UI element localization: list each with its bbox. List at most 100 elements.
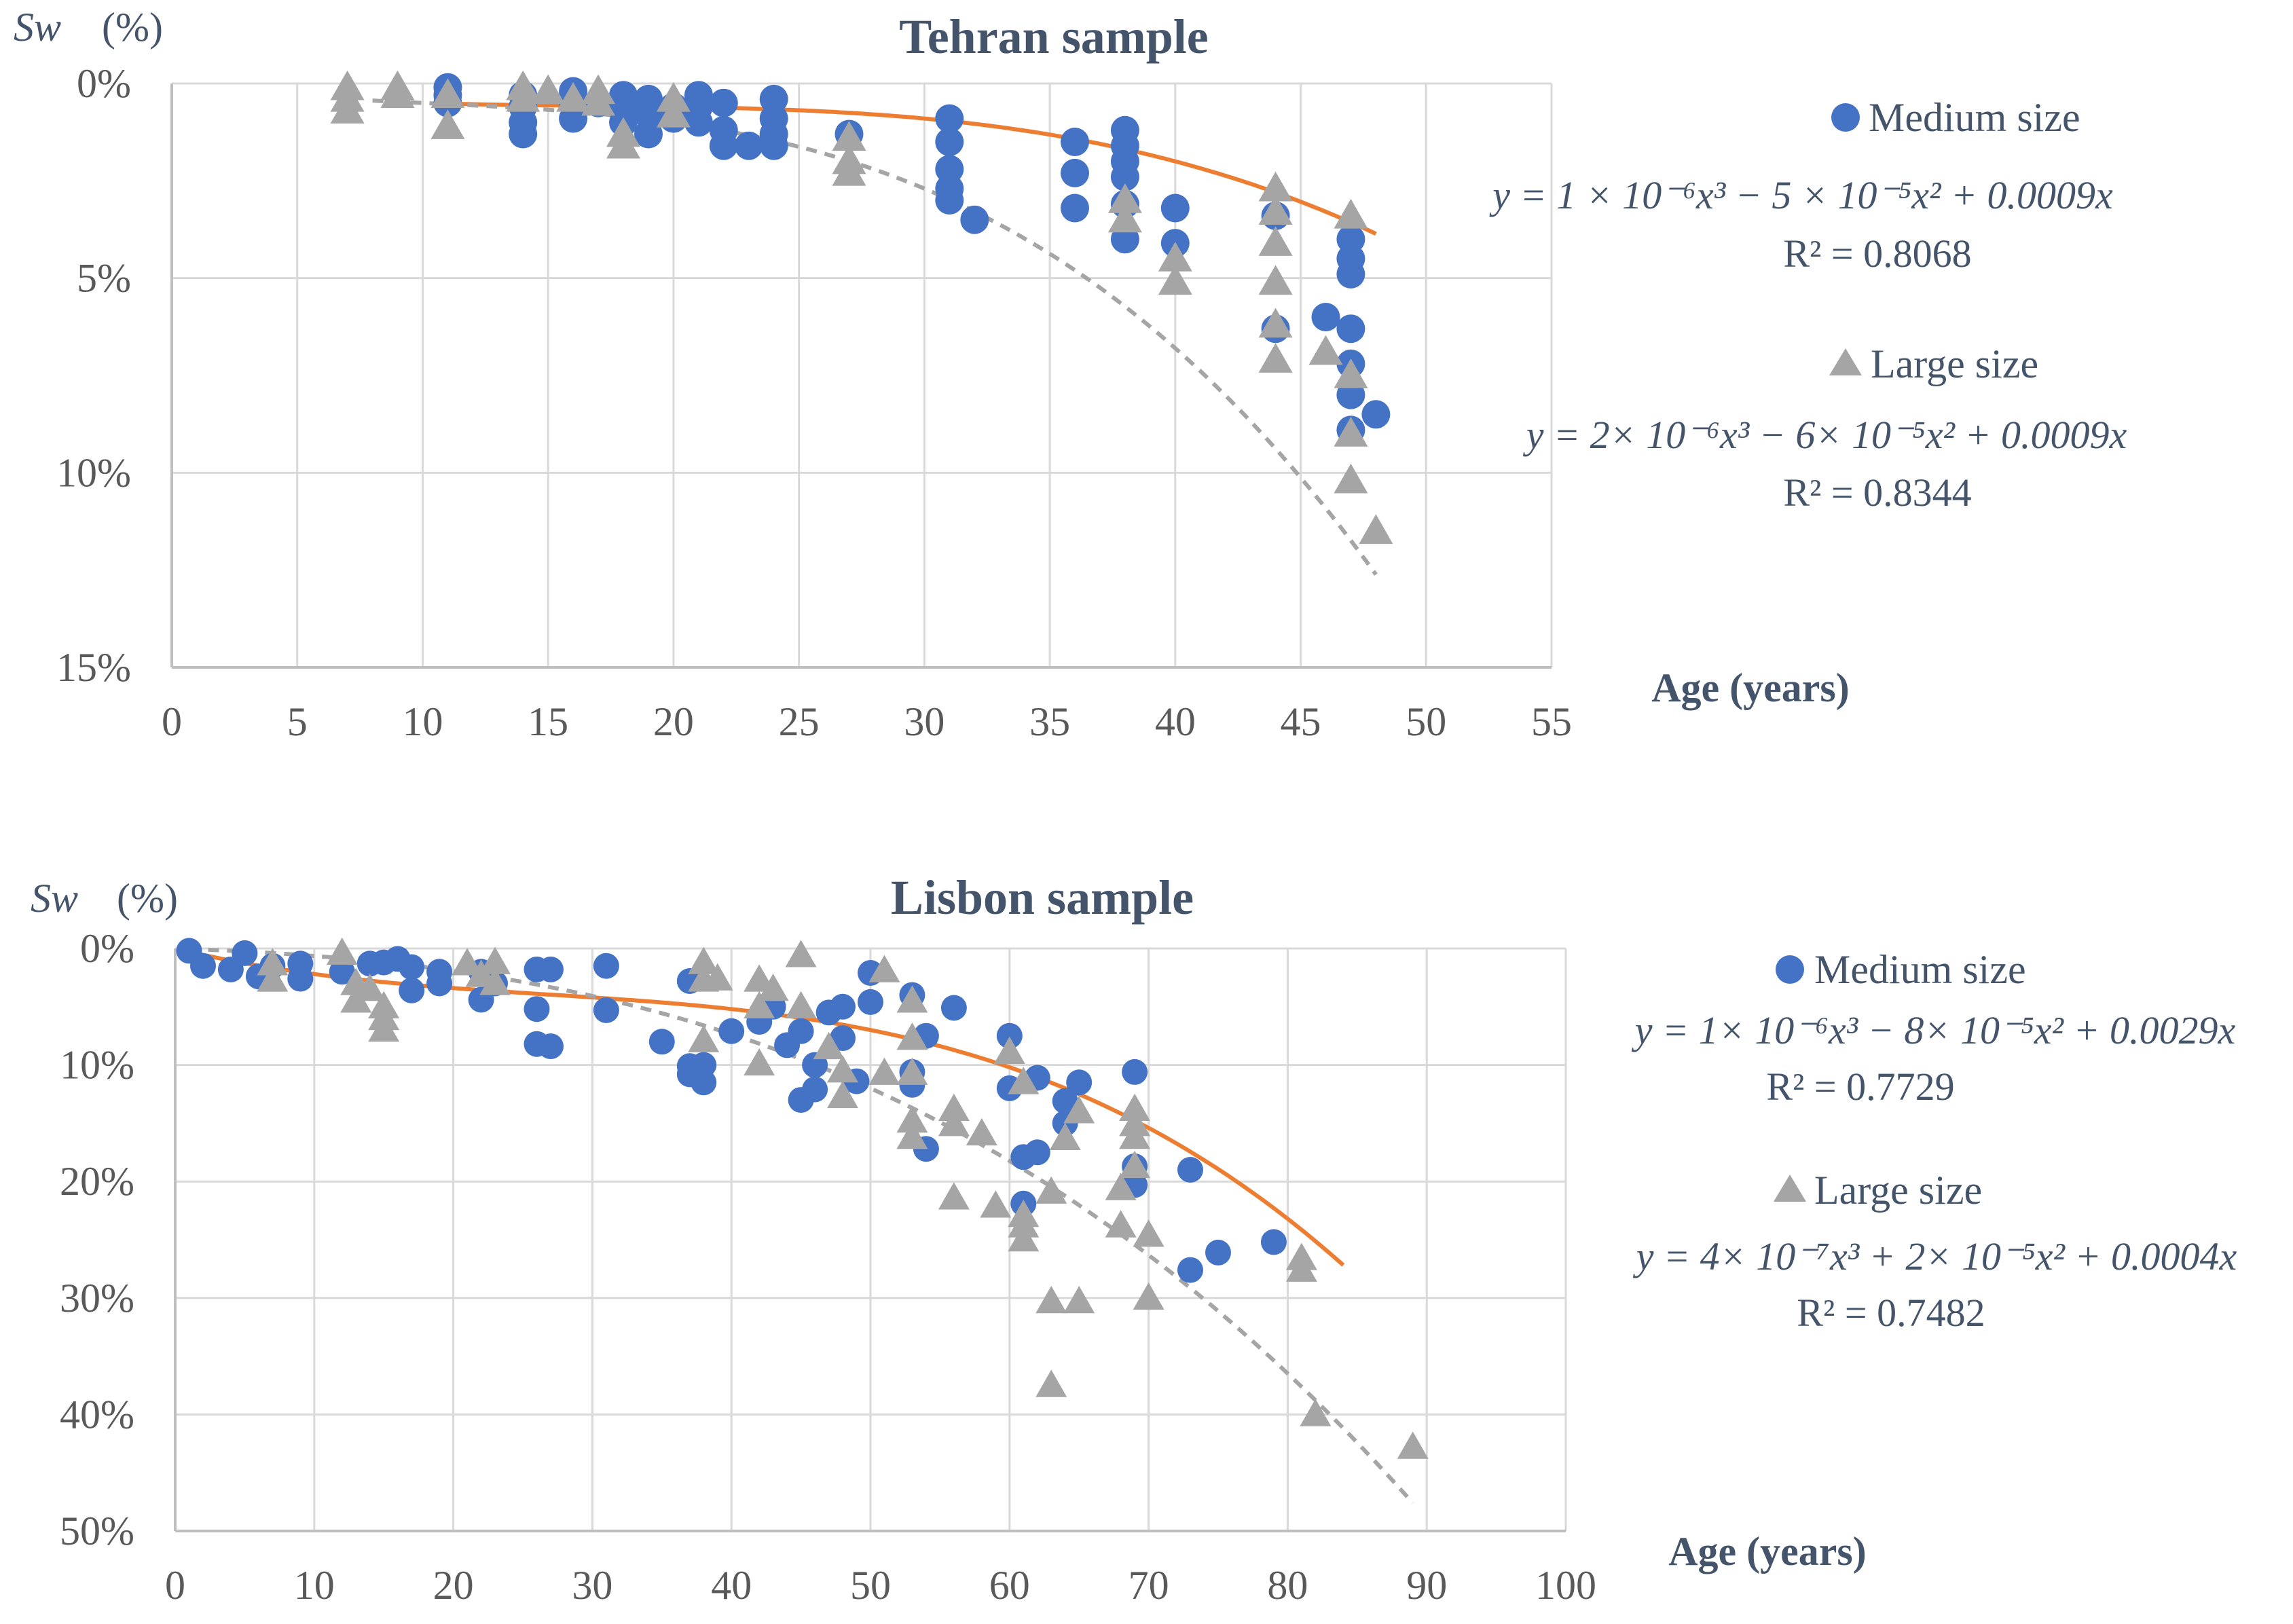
tehran-large-point	[1334, 417, 1368, 447]
tehran-medium-point	[1336, 259, 1365, 289]
lisbon-large-point	[1049, 1122, 1081, 1150]
tehran-medium-point	[709, 131, 738, 160]
lisbon-large-point	[1119, 1150, 1151, 1179]
tehran-x-tick-label: 10	[402, 699, 443, 744]
lisbon-medium-point	[996, 1022, 1023, 1049]
lisbon-large-point	[868, 1057, 900, 1085]
lisbon-x-tick-label: 60	[989, 1563, 1030, 1608]
lisbon-x-tick-label: 90	[1406, 1563, 1447, 1608]
lisbon-y-tick-label: 50%	[60, 1509, 134, 1553]
lisbon-large-point	[1008, 1224, 1040, 1252]
tehran-axes	[170, 84, 1552, 669]
tehran-trendlines	[372, 98, 1378, 576]
lisbon-medium-point	[399, 977, 425, 1003]
lisbon-medium-point	[329, 959, 355, 985]
lisbon-medium-point	[1066, 1069, 1093, 1096]
tehran-large-point	[606, 128, 641, 159]
lisbon-large-point	[1035, 1176, 1067, 1204]
lisbon-large-point	[354, 974, 386, 1001]
lisbon-y-tick-label: 30%	[60, 1276, 134, 1321]
lisbon-large-point	[868, 955, 900, 982]
tehran-chart: 0 5 10 15 20 25 30 35 40 45 50 55 0% 5% 10% 15% Tehran …	[14, 5, 2127, 744]
lisbon-large-point	[938, 1093, 970, 1122]
lisbon-large-point	[757, 974, 789, 1001]
tehran-medium-point	[935, 155, 964, 184]
tehran-large-point	[1308, 335, 1343, 365]
lisbon-chart: 0 10 20 30 40 50 60 70 80 90 1000%10%20%30%40%50% …	[31, 870, 2237, 1608]
lisbon-medium-point	[718, 1018, 745, 1044]
tehran-medium-point	[1160, 193, 1190, 223]
lisbon-y-tick-label: 10%	[60, 1043, 134, 1088]
tehran-x-tick-label: 20	[653, 699, 694, 744]
lisbon-legend-medium-marker	[1776, 955, 1804, 984]
tehran-ylabel-unit: (%)	[102, 5, 163, 50]
lisbon-large-point	[1119, 1121, 1151, 1149]
tehran-trendline-large	[372, 98, 1378, 576]
tehran-medium-point	[684, 108, 713, 137]
lisbon-large-point	[896, 1105, 928, 1133]
lisbon-large-point	[813, 1031, 845, 1060]
tehran-medium-point	[960, 205, 989, 234]
tehran-large-point	[1334, 358, 1368, 388]
tehran-medium-point	[734, 131, 763, 160]
tehran-medium-point	[634, 119, 663, 149]
tehran-medium-point	[1361, 400, 1391, 429]
lisbon-large-point	[827, 1055, 859, 1083]
lisbon-ylabel-unit: (%)	[117, 876, 178, 921]
tehran-y-tick-label: 0%	[77, 61, 131, 106]
tehran-large-point	[832, 121, 866, 151]
tehran-medium-point	[1110, 162, 1139, 191]
tehran-medium-point	[935, 104, 964, 133]
lisbon-large-point	[827, 1080, 859, 1109]
lisbon-large-point	[896, 1022, 928, 1050]
tehran-large-point	[1258, 343, 1293, 373]
tehran-medium-point	[509, 119, 538, 149]
lisbon-medium-point	[1177, 1157, 1203, 1183]
lisbon-medium-point	[232, 940, 258, 966]
lisbon-medium-point	[593, 953, 619, 979]
lisbon-large-point	[326, 937, 358, 965]
lisbon-medium-point	[1260, 1229, 1287, 1255]
lisbon-medium-point	[1177, 1257, 1203, 1283]
tehran-x-tick-label: 25	[779, 699, 820, 744]
lisbon-medium-point	[648, 1029, 675, 1055]
tehran-medium-point	[935, 128, 964, 156]
lisbon-x-tick-label: 70	[1129, 1563, 1169, 1608]
tehran-large-point	[430, 109, 465, 139]
tehran-large-point	[1334, 198, 1368, 229]
lisbon-medium-point	[858, 989, 883, 1015]
lisbon-large-point	[993, 1036, 1025, 1064]
tehran-large-point	[531, 74, 566, 105]
lisbon-large-point	[938, 1182, 970, 1210]
tehran-large-point	[1258, 265, 1293, 295]
tehran-large-point	[380, 78, 415, 108]
tehran-large-point	[330, 94, 365, 124]
tehran-medium-point	[1311, 303, 1340, 331]
lisbon-medium-point	[524, 996, 550, 1022]
tehran-large-point	[832, 155, 866, 186]
lisbon-large-point	[257, 964, 289, 992]
lisbon-axes	[174, 948, 1566, 1532]
lisbon-medium-point	[1205, 1239, 1231, 1266]
tehran-large-point	[1158, 265, 1192, 295]
lisbon-medium-r2: R² = 0.7729	[1766, 1065, 1954, 1109]
lisbon-xlabel: Age (years)	[1668, 1529, 1867, 1574]
lisbon-medium-point	[830, 1025, 856, 1052]
lisbon-large-point	[785, 940, 817, 967]
lisbon-tick-labels: 0 10 20 30 40 50 60 70 80 90 100 0% 10% 20% 30% 40% 50%	[60, 926, 1596, 1608]
tehran-large-point	[506, 81, 540, 112]
lisbon-large-point	[1133, 1219, 1164, 1247]
lisbon-large-point	[1008, 1210, 1040, 1238]
tehran-large-point	[1158, 242, 1192, 272]
lisbon-large-point	[744, 991, 775, 1019]
lisbon-large-point	[479, 967, 511, 995]
tehran-large-point	[1258, 308, 1293, 338]
lisbon-x-tick-label: 40	[711, 1563, 752, 1608]
tehran-medium-point	[1336, 225, 1365, 254]
lisbon-medium-point	[593, 997, 619, 1023]
lisbon-large-point	[1119, 1093, 1151, 1122]
lisbon-large-equation: y = 4× 10⁻⁷x³ + 2× 10⁻⁵x² + 0.0004x	[1633, 1234, 2237, 1278]
lisbon-large-point	[1300, 1399, 1332, 1426]
tehran-ylabel-symbol: Sw	[14, 5, 61, 50]
